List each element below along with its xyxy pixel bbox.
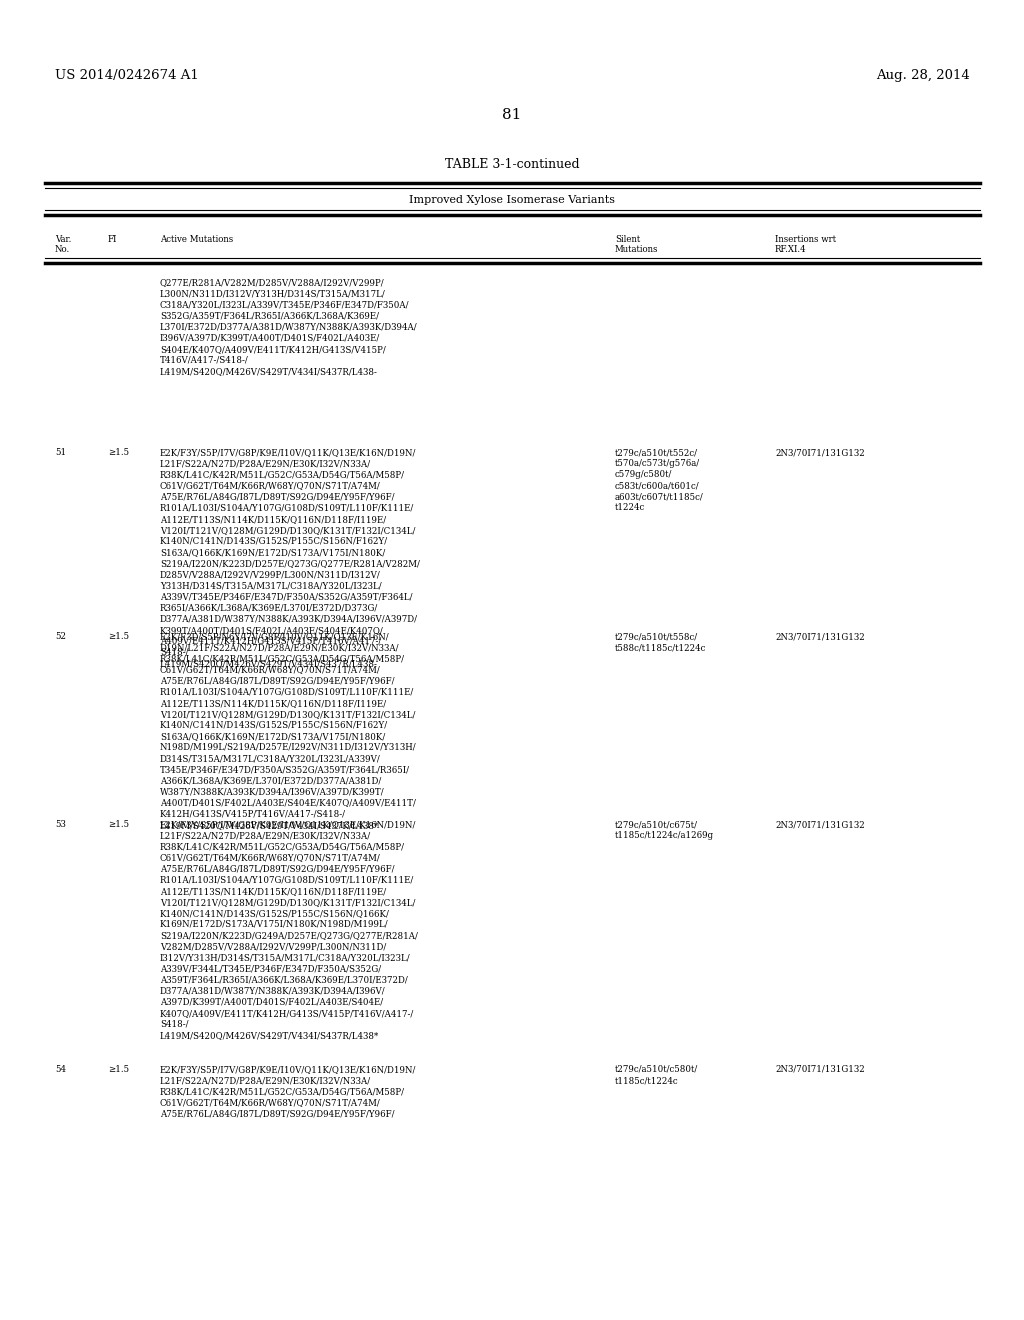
Text: ≥1.5: ≥1.5 <box>108 820 129 829</box>
Text: t279c/a510t/t552c/
t570a/c573t/g576a/
c579g/c580t/
c583t/c600a/t601c/
a603t/c607: t279c/a510t/t552c/ t570a/c573t/g576a/ c5… <box>615 447 703 512</box>
Text: t279c/a510t/t558c/
t588c/t1185c/t1224c: t279c/a510t/t558c/ t588c/t1185c/t1224c <box>615 632 707 652</box>
Text: E2K/F3Y/S5P/I7V/G8P/K9E/I10V/Q11K/Q13E/K16N/D19N/
L21F/S22A/N27D/P28A/E29N/E30K/: E2K/F3Y/S5P/I7V/G8P/K9E/I10V/Q11K/Q13E/K… <box>160 447 420 668</box>
Text: E2K/F3D/S5P/N6Y/I7V/G8P/I10V/Q11K/Q13E/K16N/
D19N/L21F/S22A/N27D/P28A/E29N/E30K/: E2K/F3D/S5P/N6Y/I7V/G8P/I10V/Q11K/Q13E/K… <box>160 632 417 830</box>
Text: ≥1.5: ≥1.5 <box>108 632 129 642</box>
Text: 53: 53 <box>55 820 66 829</box>
Text: 54: 54 <box>55 1065 66 1074</box>
Text: Improved Xylose Isomerase Variants: Improved Xylose Isomerase Variants <box>409 195 615 205</box>
Text: 2N3/70I71/131G132: 2N3/70I71/131G132 <box>775 1065 864 1074</box>
Text: Active Mutations: Active Mutations <box>160 235 233 244</box>
Text: 2N3/70I71/131G132: 2N3/70I71/131G132 <box>775 447 864 457</box>
Text: TABLE 3-1-continued: TABLE 3-1-continued <box>444 158 580 172</box>
Text: ≥1.5: ≥1.5 <box>108 1065 129 1074</box>
Text: Aug. 28, 2014: Aug. 28, 2014 <box>877 69 970 82</box>
Text: E2K/F3Y/S5P/I7V/G8P/K9E/I10V/Q11K/Q13E/K16N/D19N/
L21F/S22A/N27D/P28A/E29N/E30K/: E2K/F3Y/S5P/I7V/G8P/K9E/I10V/Q11K/Q13E/K… <box>160 820 418 1040</box>
Text: 52: 52 <box>55 632 66 642</box>
Text: t279c/a510t/c580t/
t1185c/t1224c: t279c/a510t/c580t/ t1185c/t1224c <box>615 1065 698 1085</box>
Text: E2K/F3Y/S5P/I7V/G8P/K9E/I10V/Q11K/Q13E/K16N/D19N/
L21F/S22A/N27D/P28A/E29N/E30K/: E2K/F3Y/S5P/I7V/G8P/K9E/I10V/Q11K/Q13E/K… <box>160 1065 417 1118</box>
Text: US 2014/0242674 A1: US 2014/0242674 A1 <box>55 69 199 82</box>
Text: 81: 81 <box>503 108 521 121</box>
Text: FI: FI <box>108 235 118 244</box>
Text: Insertions wrt
RF.XI.4: Insertions wrt RF.XI.4 <box>775 235 837 255</box>
Text: 51: 51 <box>55 447 67 457</box>
Text: 2N3/70I71/131G132: 2N3/70I71/131G132 <box>775 632 864 642</box>
Text: t279c/a510t/c675t/
t1185c/t1224c/a1269g: t279c/a510t/c675t/ t1185c/t1224c/a1269g <box>615 820 714 840</box>
Text: Silent
Mutations: Silent Mutations <box>615 235 658 255</box>
Text: Q277E/R281A/V282M/D285V/V288A/I292V/V299P/
L300N/N311D/I312V/Y313H/D314S/T315A/M: Q277E/R281A/V282M/D285V/V288A/I292V/V299… <box>160 279 418 376</box>
Text: Var.
No.: Var. No. <box>55 235 72 255</box>
Text: 2N3/70I71/131G132: 2N3/70I71/131G132 <box>775 820 864 829</box>
Text: ≥1.5: ≥1.5 <box>108 447 129 457</box>
